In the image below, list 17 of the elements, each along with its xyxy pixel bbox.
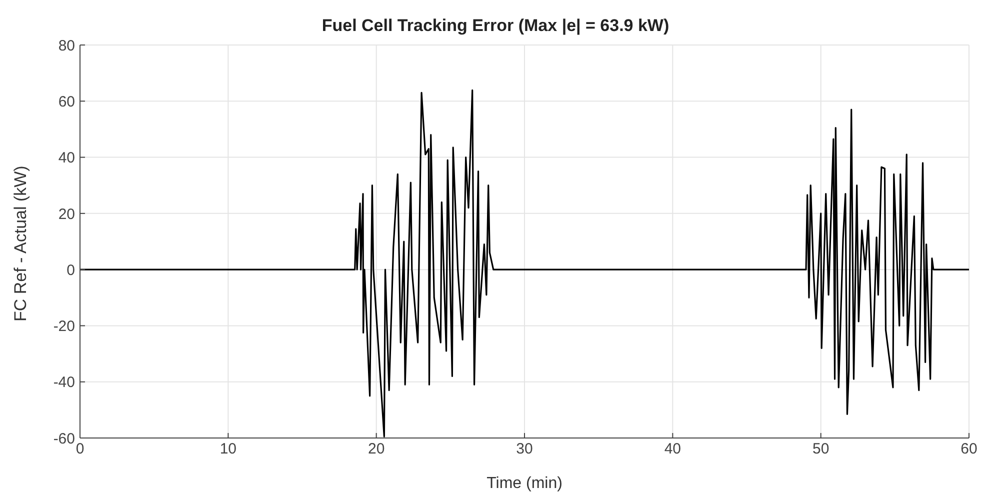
y-axis-title: FC Ref - Actual (kW) [11, 166, 30, 322]
x-tick-label: 30 [516, 440, 533, 458]
chart-title: Fuel Cell Tracking Error (Max |e| = 63.9 kW) [320, 16, 670, 36]
y-tick-label: -20 [53, 318, 75, 336]
y-tick-label: 20 [58, 206, 75, 223]
y-tick-label: 60 [58, 93, 75, 110]
x-tick-label: 60 [960, 440, 978, 458]
y-tick-label: 80 [58, 37, 75, 54]
x-tick-label: 10 [220, 440, 237, 458]
x-tick-label: 40 [664, 440, 682, 458]
x-axis-title: Time (min) [486, 475, 562, 492]
x-tick-label: 50 [812, 440, 830, 458]
y-tick-label: 40 [58, 150, 75, 167]
y-tick-label: 0 [66, 262, 75, 279]
y-tick-label: -60 [53, 430, 75, 448]
y-tick-label: -40 [53, 374, 75, 392]
x-tick-label: 20 [368, 440, 385, 458]
